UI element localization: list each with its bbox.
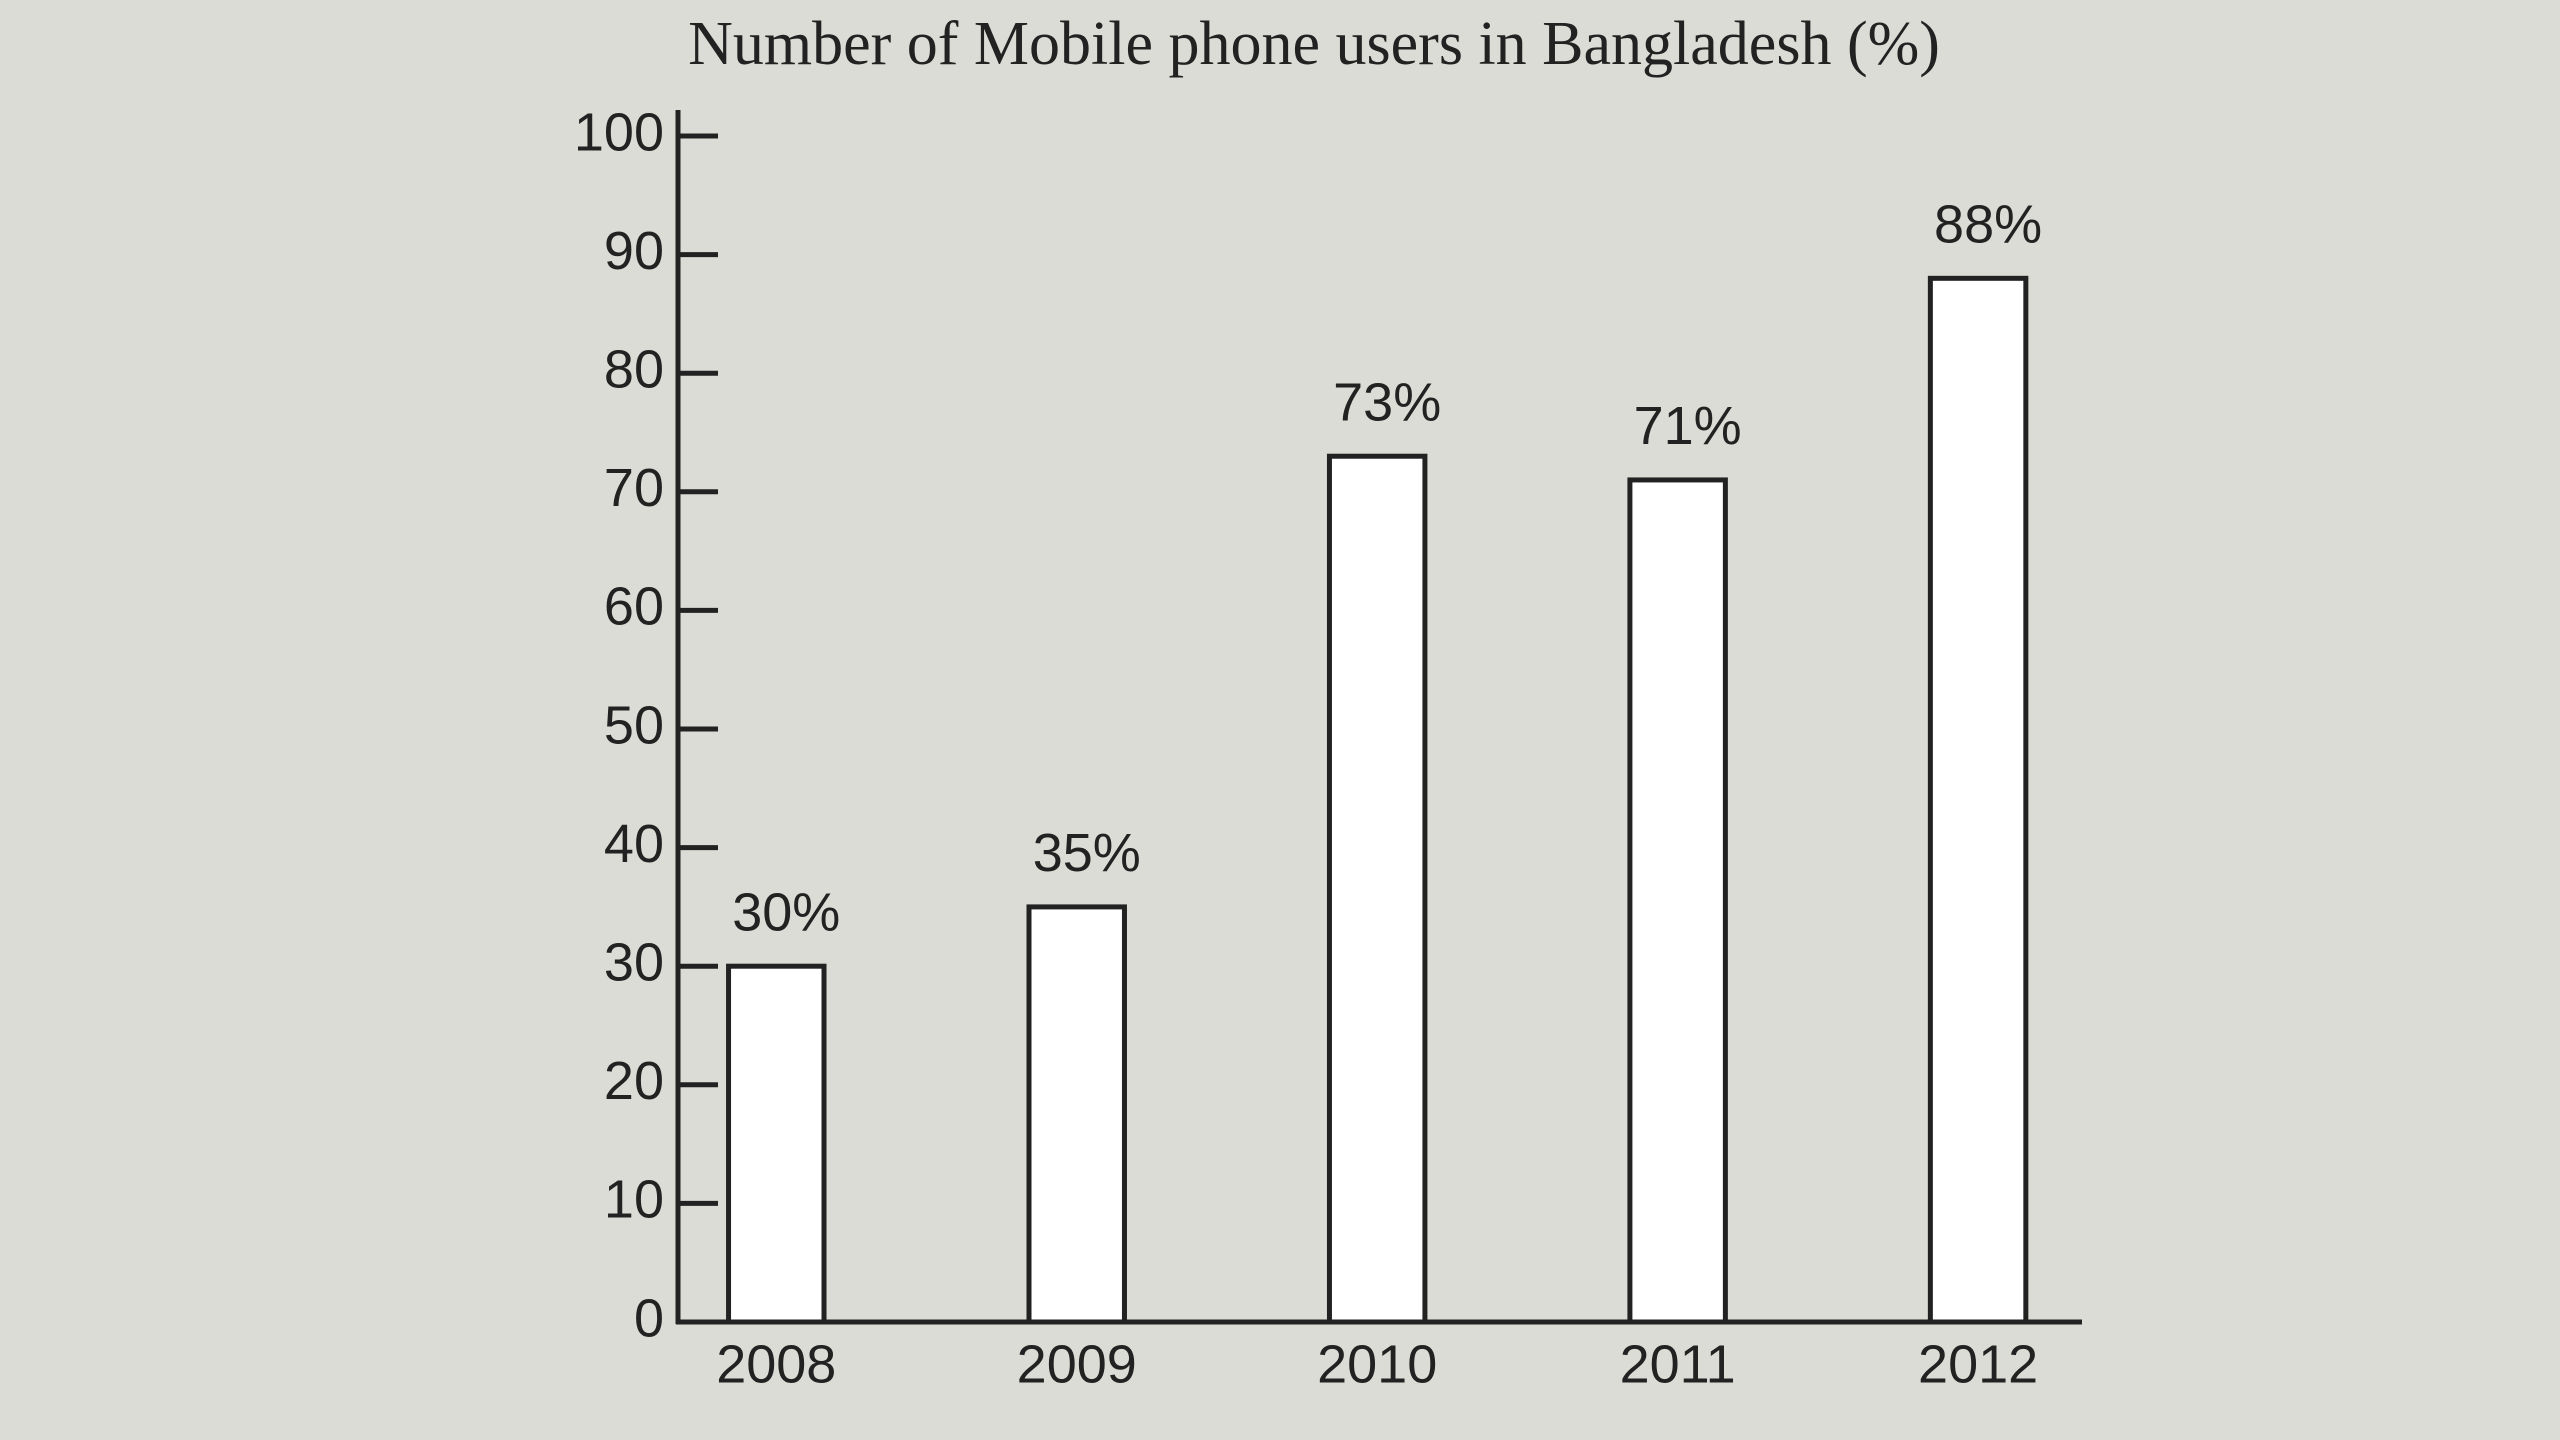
y-tick-label: 90 [604, 221, 664, 281]
value-label: 30% [732, 882, 840, 942]
x-tick-label: 2011 [1620, 1334, 1736, 1394]
value-label: 71% [1634, 396, 1742, 456]
bar [1627, 477, 1728, 1325]
value-label: 73% [1333, 372, 1441, 432]
y-tick-label: 50 [604, 695, 664, 755]
x-tick-label: 2012 [1918, 1334, 2038, 1394]
bar [1927, 275, 2029, 1325]
y-tick-label: 60 [604, 577, 664, 637]
y-tick-label: 0 [634, 1288, 664, 1348]
value-label: 88% [1934, 195, 2042, 255]
x-tick-label: 2008 [716, 1334, 836, 1394]
y-tick-label: 30 [604, 932, 664, 992]
chart-title: Number of Mobile phone users in Banglade… [688, 10, 1940, 78]
x-tick-label: 2010 [1317, 1334, 1437, 1394]
bar [1326, 453, 1428, 1325]
y-tick-label: 10 [604, 1170, 664, 1230]
value-label: 35% [1033, 823, 1141, 883]
y-tick-label: 40 [604, 814, 664, 874]
y-tick-label: 80 [604, 339, 664, 399]
y-tick-label: 20 [604, 1051, 664, 1111]
bar [1026, 904, 1127, 1325]
y-tick-label: 100 [574, 102, 664, 162]
y-tick-label: 70 [604, 458, 664, 518]
x-tick-label: 2009 [1017, 1334, 1137, 1394]
bar [726, 963, 827, 1325]
